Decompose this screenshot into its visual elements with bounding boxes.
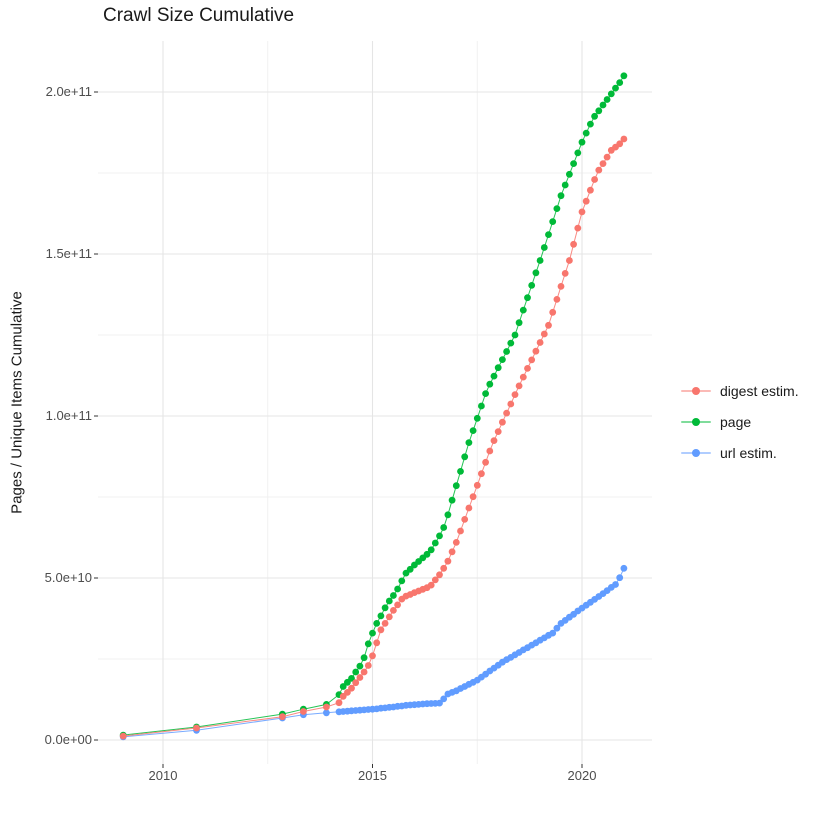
y-axis-tick-label: 0.0e+00 xyxy=(44,732,92,747)
axis-tick-marks xyxy=(94,91,583,768)
legend-label: page xyxy=(720,414,752,430)
legend-dot-swatch xyxy=(692,387,700,395)
legend-dot-swatch xyxy=(692,449,700,457)
y-axis-tick-label: 1.0e+11 xyxy=(45,408,92,423)
x-axis-tick-label: 2020 xyxy=(567,768,597,783)
legend-dot-swatch xyxy=(692,418,700,426)
legend-label: url estim. xyxy=(720,445,777,461)
y-axis-title: Pages / Unique Items Cumulative xyxy=(8,291,26,514)
legend-key-icon xyxy=(681,442,711,464)
legend: digest estim. page url estim. xyxy=(681,380,799,473)
legend-key-icon xyxy=(681,411,711,433)
legend-item-page: page xyxy=(681,411,799,433)
minor-gridlines xyxy=(98,41,652,764)
y-axis-tick-label: 1.5e+11 xyxy=(45,246,92,261)
legend-label: digest estim. xyxy=(720,383,799,399)
series-digest-estim xyxy=(119,135,628,740)
major-gridlines xyxy=(98,41,652,764)
legend-item-url-estim: url estim. xyxy=(681,442,799,464)
x-axis-tick-label: 2010 xyxy=(148,768,178,783)
series-page xyxy=(119,72,628,739)
x-axis-tick-label: 2015 xyxy=(358,768,387,783)
legend-item-digest-estim: digest estim. xyxy=(681,380,799,402)
chart-title: Crawl Size Cumulative xyxy=(103,5,295,26)
y-axis-tick-label: 5.0e+10 xyxy=(44,570,92,585)
legend-key-icon xyxy=(681,380,711,402)
y-axis-tick-label: 2.0e+11 xyxy=(45,84,92,99)
